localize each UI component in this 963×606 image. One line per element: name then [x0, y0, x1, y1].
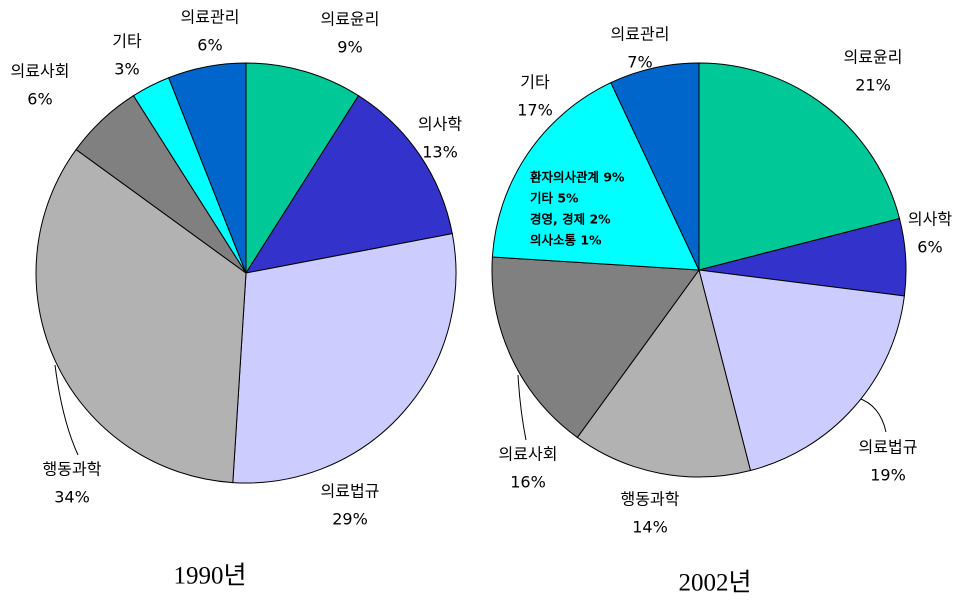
slice-label: 행동과학: [621, 490, 680, 509]
chart-title: 1990년: [173, 562, 246, 590]
pie-slice: [232, 233, 457, 484]
leader-line: [54, 364, 79, 456]
slice-value-label: 29%: [332, 510, 368, 529]
slice-label: 행동과학: [43, 460, 102, 479]
slice-label: 기타: [112, 32, 142, 51]
pie-slice: [245, 62, 360, 275]
slice-value-label: 19%: [870, 466, 906, 485]
annotation: 환자의사관계 9%: [530, 170, 625, 185]
pie-slice: [35, 148, 247, 484]
leader-line: [517, 374, 527, 441]
pie-slice: [491, 256, 700, 439]
slice-label: 기타: [520, 73, 550, 92]
slice-label: 의사학: [908, 210, 952, 229]
slice-label: 의사학: [418, 115, 462, 134]
slice-label: 의료법규: [321, 482, 380, 501]
chart-title: 2002년: [678, 569, 751, 597]
slice-value-label: 14%: [632, 518, 668, 537]
slice-label: 의료관리: [611, 25, 670, 44]
slice-value-label: 6%: [917, 238, 942, 257]
slice-value-label: 13%: [422, 143, 458, 162]
slice-value-label: 34%: [54, 488, 90, 507]
slice-value-label: 7%: [627, 53, 652, 72]
slice-value-label: 6%: [27, 90, 52, 109]
pie-slice: [576, 268, 752, 478]
pie-slice: [244, 95, 453, 274]
slice-label: 의료관리: [181, 8, 240, 27]
slice-label: 의료법규: [859, 438, 918, 457]
slice-label: 의료사회: [11, 62, 70, 81]
pie-slice: [168, 62, 247, 274]
slice-value-label: 17%: [517, 101, 553, 120]
pie-slice: [698, 269, 905, 472]
slice-label: 의료사회: [499, 445, 558, 464]
slice-value-label: 16%: [510, 473, 546, 492]
pie-slice: [610, 62, 700, 271]
leader-line: [857, 397, 887, 433]
slice-label: 의료윤리: [321, 10, 380, 29]
slice-value-label: 3%: [114, 60, 139, 79]
annotation: 기타 5%: [530, 191, 579, 206]
slice-value-label: 9%: [337, 38, 362, 57]
pie-slice: [491, 82, 700, 271]
pie-slice: [698, 62, 901, 271]
annotation: 의사소통 1%: [530, 233, 602, 248]
slice-value-label: 21%: [855, 76, 891, 95]
slice-value-label: 6%: [197, 36, 222, 55]
annotation: 경영, 경제 2%: [530, 212, 611, 227]
slice-label: 의료윤리: [844, 48, 903, 67]
